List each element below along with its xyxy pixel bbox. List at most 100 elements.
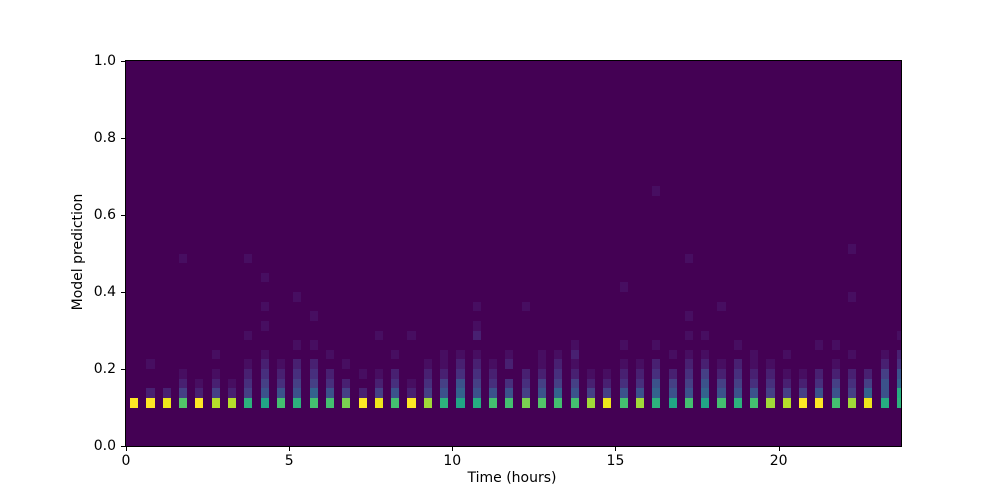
heatmap-cell bbox=[717, 359, 726, 369]
y-tick-mark bbox=[121, 292, 125, 293]
heatmap-cell bbox=[619, 369, 628, 379]
heatmap-cell bbox=[701, 349, 710, 360]
heatmap-band-cell bbox=[407, 397, 416, 408]
heatmap-cell bbox=[456, 349, 465, 360]
heatmap-cell bbox=[309, 369, 318, 379]
heatmap-cell bbox=[782, 388, 791, 398]
heatmap-band-cell bbox=[619, 397, 628, 408]
heatmap-cell bbox=[652, 359, 661, 369]
heatmap-cell bbox=[717, 369, 726, 379]
heatmap-cell bbox=[570, 369, 579, 379]
heatmap-band-cell bbox=[260, 397, 269, 408]
heatmap-cell bbox=[668, 369, 677, 379]
heatmap-cell bbox=[782, 369, 791, 379]
heatmap-cell bbox=[652, 369, 661, 379]
heatmap-cell bbox=[815, 369, 824, 379]
y-tick-label: 0.4 bbox=[93, 284, 116, 300]
heatmap-cell bbox=[733, 388, 742, 398]
heatmap-band-cell bbox=[766, 397, 775, 408]
heatmap-cell bbox=[211, 369, 220, 379]
heatmap-band-cell bbox=[391, 397, 400, 408]
heatmap-cell bbox=[472, 301, 481, 312]
heatmap-cell bbox=[472, 359, 481, 369]
heatmap-cell bbox=[684, 311, 693, 321]
heatmap-cell bbox=[537, 349, 547, 360]
y-tick-label: 1.0 bbox=[93, 53, 116, 69]
heatmap-cell bbox=[619, 378, 628, 389]
heatmap-cell bbox=[554, 378, 563, 389]
heatmap-cell bbox=[309, 359, 318, 369]
heatmap-band-cell bbox=[831, 397, 840, 408]
heatmap-cell bbox=[521, 388, 530, 398]
heatmap-cell bbox=[276, 369, 286, 379]
heatmap-band-cell bbox=[896, 397, 901, 408]
heatmap-band-cell bbox=[815, 397, 824, 408]
heatmap-cell bbox=[505, 349, 514, 360]
heatmap-cell bbox=[195, 388, 204, 398]
heatmap-cell bbox=[701, 330, 710, 341]
heatmap-cell bbox=[831, 388, 840, 398]
heatmap-band-cell bbox=[554, 397, 563, 408]
heatmap-cell bbox=[276, 359, 286, 369]
heatmap-cell bbox=[717, 301, 726, 312]
heatmap-cell bbox=[325, 369, 335, 379]
heatmap-band-cell bbox=[880, 397, 889, 408]
y-tick-mark bbox=[121, 446, 125, 447]
heatmap-cell bbox=[391, 388, 400, 398]
heatmap-band-cell bbox=[684, 397, 693, 408]
y-tick-label: 0.6 bbox=[93, 207, 116, 223]
heatmap-cell bbox=[684, 369, 693, 379]
heatmap-cell bbox=[831, 378, 840, 389]
heatmap-cell bbox=[880, 349, 889, 360]
heatmap-cell bbox=[374, 388, 383, 398]
heatmap-cell bbox=[309, 378, 318, 389]
heatmap-cell bbox=[750, 359, 759, 369]
heatmap-cell bbox=[701, 378, 710, 389]
heatmap-band-cell bbox=[211, 397, 220, 408]
heatmap-band-cell bbox=[227, 397, 237, 408]
heatmap-band-cell bbox=[130, 397, 139, 408]
heatmap-cell bbox=[260, 320, 269, 331]
heatmap-band-cell bbox=[179, 397, 188, 408]
heatmap-cell bbox=[293, 359, 302, 369]
heatmap-cell bbox=[260, 388, 269, 398]
heatmap-cell bbox=[750, 388, 759, 398]
heatmap-cell bbox=[244, 330, 253, 341]
heatmap-cell bbox=[423, 388, 432, 398]
heatmap-cell bbox=[521, 369, 530, 379]
heatmap-cell bbox=[896, 359, 901, 369]
heatmap-cell bbox=[896, 388, 901, 398]
heatmap-cell bbox=[750, 378, 759, 389]
heatmap-cell bbox=[619, 282, 628, 292]
y-tick-mark bbox=[121, 138, 125, 139]
heatmap-cell bbox=[766, 388, 775, 398]
heatmap-cell bbox=[244, 378, 253, 389]
heatmap-cell bbox=[260, 272, 269, 283]
heatmap-cell bbox=[244, 253, 253, 264]
heatmap-cell bbox=[619, 359, 628, 369]
heatmap-cell bbox=[391, 378, 400, 389]
heatmap-cell bbox=[586, 378, 596, 389]
heatmap-cell bbox=[505, 388, 514, 398]
heatmap-cell bbox=[701, 388, 710, 398]
heatmap-cell bbox=[717, 388, 726, 398]
heatmap-cell bbox=[489, 378, 498, 389]
heatmap-cell bbox=[537, 388, 547, 398]
y-tick-label: 0.2 bbox=[93, 361, 116, 377]
heatmap-cell bbox=[374, 378, 383, 389]
heatmap-cell bbox=[260, 349, 269, 360]
y-tick-label: 0.0 bbox=[93, 438, 116, 454]
heatmap-cell bbox=[847, 243, 857, 254]
heatmap-cell bbox=[179, 378, 188, 389]
heatmap-cell bbox=[244, 369, 253, 379]
heatmap-cell bbox=[309, 388, 318, 398]
heatmap-cell bbox=[684, 388, 693, 398]
heatmap-cell bbox=[423, 359, 432, 369]
heatmap-band-cell bbox=[309, 397, 318, 408]
heatmap-cell bbox=[179, 253, 188, 264]
heatmap-cell bbox=[766, 369, 775, 379]
heatmap-band-cell bbox=[668, 397, 677, 408]
heatmap-band-cell bbox=[733, 397, 742, 408]
heatmap-cell bbox=[440, 378, 449, 389]
heatmap-band-cell bbox=[146, 397, 155, 408]
